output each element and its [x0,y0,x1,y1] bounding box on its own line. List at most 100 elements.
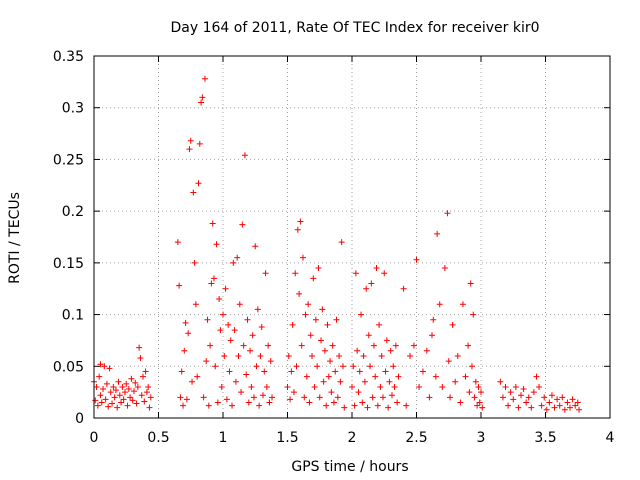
data-point [229,402,236,409]
data-point [533,373,540,380]
data-point [305,301,312,308]
data-point [141,398,148,405]
data-point [118,399,125,406]
data-point [297,218,304,225]
x-tick-label: 2.5 [405,430,427,446]
data-point [296,290,303,297]
data-point [94,402,101,409]
data-point [218,383,225,390]
data-point [386,378,393,385]
data-point [231,327,238,334]
data-point [387,347,394,354]
data-point [258,323,265,330]
data-point [467,280,474,287]
data-point [507,389,514,396]
data-point [243,371,250,378]
data-point [528,404,535,411]
data-point [328,389,335,396]
y-axis-label: ROTI / TECUs [7,192,23,284]
data-point [198,99,205,106]
data-point [329,342,336,349]
data-point [374,402,381,409]
data-point [314,363,321,370]
data-point [556,402,563,409]
data-point [213,241,220,248]
data-point [364,404,371,411]
data-point [475,383,482,390]
x-tick-label: 2 [348,430,357,446]
data-point [457,399,464,406]
data-point [363,285,370,292]
data-point [551,404,558,411]
data-point [430,316,437,323]
data-point [369,394,376,401]
data-point [452,378,459,385]
y-tick-label: 0.35 [53,49,84,65]
data-point [564,399,571,406]
data-point [502,383,509,390]
data-point [239,221,246,228]
x-tick-label: 3.5 [534,430,556,446]
data-point [174,239,181,246]
data-point [476,399,483,406]
data-point [284,383,291,390]
data-point [216,296,223,303]
data-point [244,316,251,323]
data-point [572,402,579,409]
data-point [310,275,317,282]
x-tick-label: 4 [606,430,615,446]
data-point [454,352,461,359]
data-point [515,404,522,411]
data-point [250,394,257,401]
data-point [465,342,472,349]
data-point [245,399,252,406]
data-point [189,378,196,385]
data-point [146,404,153,411]
data-point [323,402,330,409]
data-point [92,397,99,404]
data-point [247,347,254,354]
data-point [201,75,208,82]
data-point [110,383,117,390]
data-point [240,342,247,349]
data-point [142,368,149,375]
data-point [186,146,193,153]
data-point [248,383,255,390]
data-points [91,75,583,413]
data-point [324,321,331,328]
data-point [333,316,340,323]
data-point [177,394,184,401]
data-point [530,389,537,396]
data-point [385,404,392,411]
data-point [195,180,202,187]
data-point [320,378,327,385]
data-point [536,383,543,390]
data-point [423,347,430,354]
data-point [436,301,443,308]
data-point [256,402,263,409]
data-point [223,396,230,403]
data-point [209,220,216,227]
data-point [112,387,119,394]
data-point [225,321,232,328]
data-point [334,394,341,401]
data-point [311,383,318,390]
data-point [263,383,270,390]
data-point [372,373,379,380]
data-point [252,243,259,250]
data-point [194,373,201,380]
data-point [129,397,136,404]
data-point [341,404,348,411]
data-point [426,394,433,401]
x-tick-label: 3 [477,430,486,446]
data-point [325,373,332,380]
data-point [432,373,439,380]
data-point [390,363,397,370]
data-point [136,344,143,351]
data-point [388,392,395,399]
data-point [180,402,187,409]
data-point [127,394,134,401]
data-point [365,332,372,339]
data-point [376,321,383,328]
data-point [468,363,475,370]
